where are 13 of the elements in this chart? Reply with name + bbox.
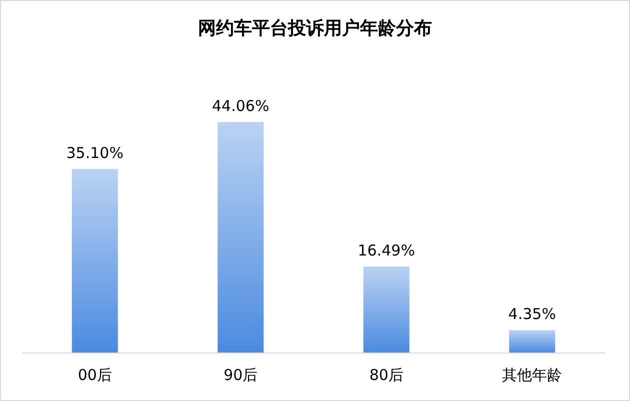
bar <box>218 122 264 353</box>
x-tick-label: 00后 <box>78 366 112 384</box>
data-label: 16.49% <box>358 242 415 260</box>
x-tick-label: 其他年龄 <box>502 366 562 384</box>
data-label: 44.06% <box>212 97 270 115</box>
bar <box>72 168 118 353</box>
data-label: 4.35% <box>508 305 556 324</box>
data-label: 35.10% <box>66 144 124 162</box>
bar <box>509 330 556 353</box>
x-tick-label: 80后 <box>369 366 404 384</box>
bar <box>363 266 410 353</box>
x-tick-label: 90后 <box>224 366 258 384</box>
chart-title: 网约车平台投诉用户年龄分布 <box>198 18 432 39</box>
